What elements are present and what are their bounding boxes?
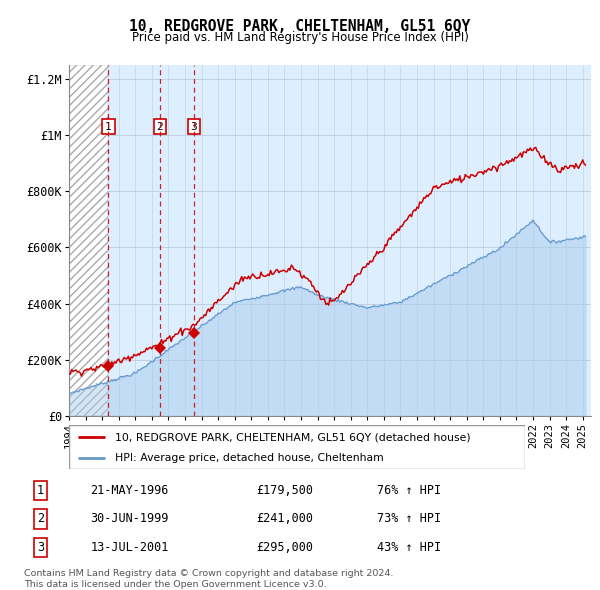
- Text: 21-MAY-1996: 21-MAY-1996: [90, 484, 169, 497]
- Text: 13-JUL-2001: 13-JUL-2001: [90, 541, 169, 554]
- Text: 3: 3: [190, 122, 197, 132]
- Text: 1: 1: [105, 122, 112, 132]
- Text: 1: 1: [37, 484, 44, 497]
- Text: 43% ↑ HPI: 43% ↑ HPI: [377, 541, 442, 554]
- Text: 10, REDGROVE PARK, CHELTENHAM, GL51 6QY (detached house): 10, REDGROVE PARK, CHELTENHAM, GL51 6QY …: [115, 432, 470, 442]
- Text: Price paid vs. HM Land Registry's House Price Index (HPI): Price paid vs. HM Land Registry's House …: [131, 31, 469, 44]
- Text: 30-JUN-1999: 30-JUN-1999: [90, 512, 169, 526]
- Text: £241,000: £241,000: [256, 512, 313, 526]
- Text: 2: 2: [37, 512, 44, 526]
- FancyBboxPatch shape: [69, 425, 525, 469]
- Text: 3: 3: [37, 541, 44, 554]
- Text: HPI: Average price, detached house, Cheltenham: HPI: Average price, detached house, Chel…: [115, 453, 383, 463]
- Text: £295,000: £295,000: [256, 541, 313, 554]
- Text: Contains HM Land Registry data © Crown copyright and database right 2024.
This d: Contains HM Land Registry data © Crown c…: [24, 569, 394, 589]
- Text: 10, REDGROVE PARK, CHELTENHAM, GL51 6QY: 10, REDGROVE PARK, CHELTENHAM, GL51 6QY: [130, 19, 470, 34]
- Text: 2: 2: [157, 122, 163, 132]
- Text: 76% ↑ HPI: 76% ↑ HPI: [377, 484, 442, 497]
- Text: £179,500: £179,500: [256, 484, 313, 497]
- Bar: [69, 65, 109, 416]
- Text: 73% ↑ HPI: 73% ↑ HPI: [377, 512, 442, 526]
